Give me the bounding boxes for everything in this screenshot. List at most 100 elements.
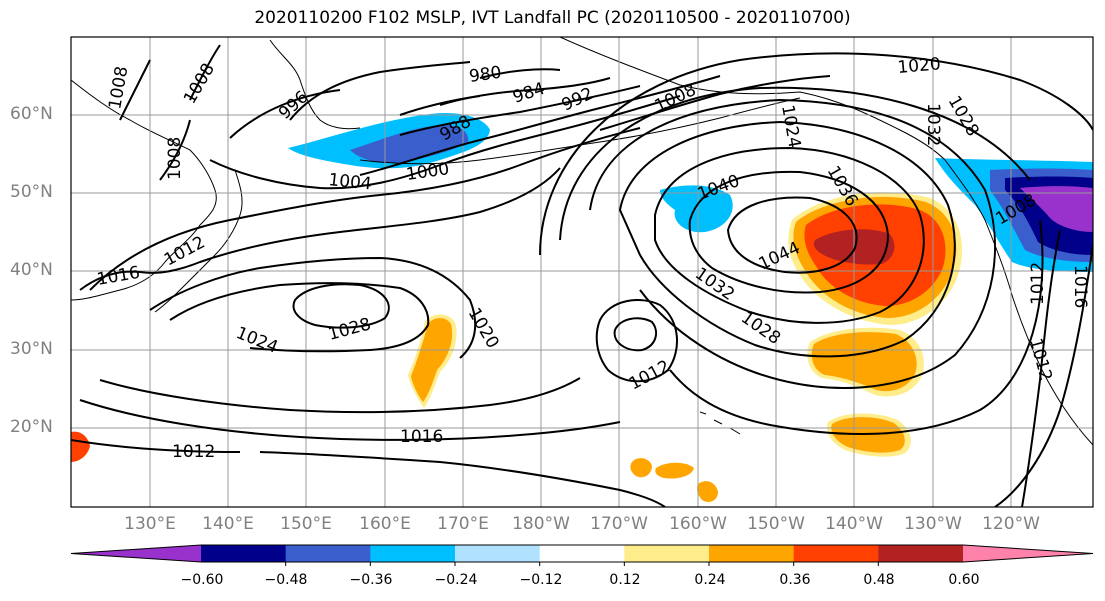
colorbar-tick-label: −0.12 [519,572,563,588]
colorbar-tick-label: −0.60 [180,572,224,588]
contour-label-1012-d: 1012 [1028,262,1048,305]
isobar-1012-east [1021,229,1061,507]
isobar-1032 [618,120,956,358]
contour-label-1012-c: 1012 [172,442,215,462]
lon-label-150w: 150°W [747,514,805,534]
isobar-1012-north [89,127,641,291]
coastline-hawaii [699,411,741,435]
colorbar-segment [793,545,879,562]
contour-label-1016-c: 1016 [1070,265,1090,308]
coastline-japan [154,169,243,313]
colorbar-segment [624,545,710,562]
isobar-1012-south [71,439,666,507]
ivt-neg-north-pacific-inner [350,124,469,163]
ivt-neg-gulf [660,185,733,233]
map-frame [70,36,1094,508]
isobar-1028-ne [589,98,996,389]
ivt-pos-central [411,318,453,402]
lon-label-130w: 130°W [904,514,962,534]
isobar-1028 [292,283,390,329]
colorbar-tick-label: −0.24 [434,572,478,588]
colorbar-segment [201,545,287,562]
isobar-1016-west [79,167,561,291]
isobar-low-inner [613,317,658,352]
isobar-low-outer [595,299,679,383]
colorbar [70,544,1094,566]
contour-label-980: 980 [468,63,503,87]
colorbar-segment [370,545,456,562]
contour-label-1044: 1044 [756,238,804,274]
isobar-1044 [726,196,858,274]
lon-label-170w: 170°W [590,514,648,534]
colorbar-outline [70,544,1094,563]
lat-label-60n: 60°N [10,104,53,124]
contour-label-1020-b: 1020 [897,54,942,78]
colorbar-extend-low [71,545,201,562]
isobar-988 [399,95,481,116]
lon-label-160e: 160°E [359,514,411,534]
isobar-1040 [688,170,890,294]
contour-label-1016-b: 1016 [400,427,443,447]
colorbar-segment [709,545,795,562]
ivt-shading [71,112,1093,503]
colorbar-segment [539,545,625,562]
lon-label-160w: 160°W [669,514,727,534]
isobar-1016-south [79,399,621,441]
coastline-north-america [944,159,1093,446]
contour-label-1012-b: 1012 [626,356,674,394]
contour-label-996: 996 [275,87,312,124]
colorbar-tick-label: 0.36 [779,572,811,588]
isobar-996 [289,61,471,121]
coastline-asia [71,79,217,301]
contour-label-1028-a: 1028 [326,314,373,345]
isobar-1016-east [994,244,1093,507]
ivt-neg-pnw-purple [1020,186,1093,232]
isobar-992 [399,85,641,136]
contour-label-1032-b: 1032 [923,103,943,146]
ivt-pos-small-1 [630,458,652,478]
contour-label-1016-a: 1016 [95,263,141,290]
mslp-contours [71,44,1093,507]
lon-label-130e: 130°E [124,514,176,534]
ivt-pos-small-2 [655,462,694,479]
contour-label-1024-a: 1024 [233,323,281,358]
lat-label-50n: 50°N [10,182,53,202]
isobar-1008 [119,44,831,181]
contour-label-1008-c: 1008 [165,137,185,180]
colorbar-tick-label: 0.60 [948,572,980,588]
map-title: 2020110200 F102 MSLP, IVT Landfall PC (2… [254,8,851,28]
isobar-1020-ne [539,52,1093,256]
coastline-alaska [559,37,946,161]
isobar-1024-ne [559,86,1044,435]
colorbar-tick-label: 0.48 [863,572,895,588]
isobar-1024 [169,282,430,353]
lon-label-140e: 140°E [202,514,254,534]
lon-label-180w: 180°W [512,514,570,534]
contour-label-1004: 1004 [327,170,372,194]
contour-label-1012-e: 1012 [1025,336,1056,383]
isobar-1004 [209,95,681,190]
colorbar-segment [878,545,964,562]
colorbar-tick-label: −0.48 [264,572,308,588]
ivt-pos-small-3 [697,481,718,503]
lon-label-150e: 150°E [280,514,332,534]
contour-label-1024-b: 1024 [777,103,804,149]
contour-label-1028-c: 1028 [944,93,983,140]
colorbar-segment [455,545,541,562]
colorbar-segment [285,545,371,562]
isobar-980 [479,68,561,79]
isobar-1020 [149,256,477,359]
colorbar-tick-label: 0.24 [694,572,726,588]
lat-label-30n: 30°N [10,339,53,359]
isobar-1036 [654,146,925,324]
contour-label-1008-b: 1008 [180,60,219,107]
lon-label-140w: 140°W [825,514,883,534]
lat-label-20n: 20°N [10,417,53,437]
lon-label-170e: 170°E [437,514,489,534]
isobar-1020-south [99,377,581,414]
ivt-pos-philippine-sea [71,431,90,462]
contour-label-1028-b: 1028 [737,308,784,349]
colorbar-extend-high [963,545,1093,562]
contour-label-984: 984 [510,79,547,108]
